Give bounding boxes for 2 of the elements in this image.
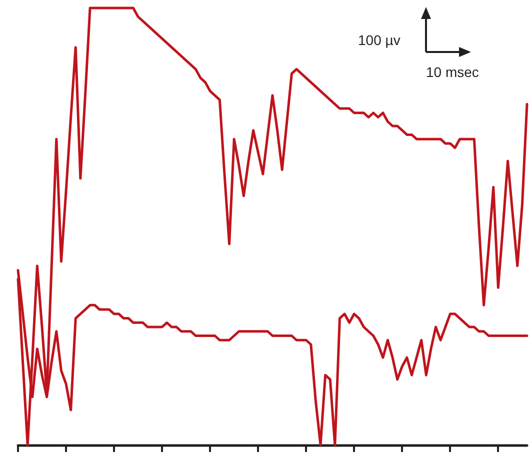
annotation: 100 µv [358, 32, 400, 48]
annotation: 10 msec [426, 64, 479, 80]
